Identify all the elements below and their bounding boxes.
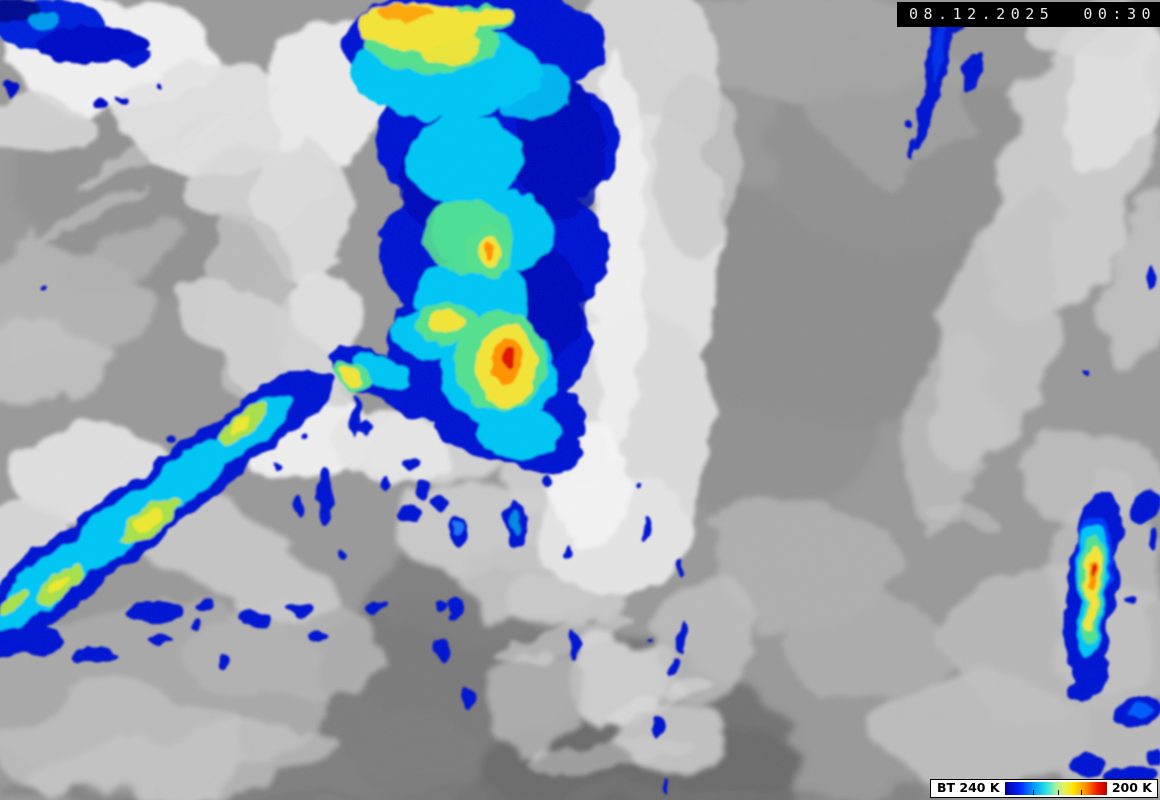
colorbar-gradient xyxy=(1004,782,1107,795)
colorbar-tick xyxy=(1033,790,1035,795)
legend-max-label: 200 K xyxy=(1111,780,1152,796)
colorbar-tick xyxy=(1057,790,1059,795)
colorbar-legend: BT 240 K 200 K xyxy=(930,779,1158,798)
legend-min-label: BT 240 K xyxy=(937,780,1000,796)
timestamp-overlay: 08.12.2025 00:30 xyxy=(897,2,1160,27)
timestamp-text: 08.12.2025 00:30 xyxy=(909,5,1157,23)
colorbar-tick xyxy=(1081,790,1083,795)
